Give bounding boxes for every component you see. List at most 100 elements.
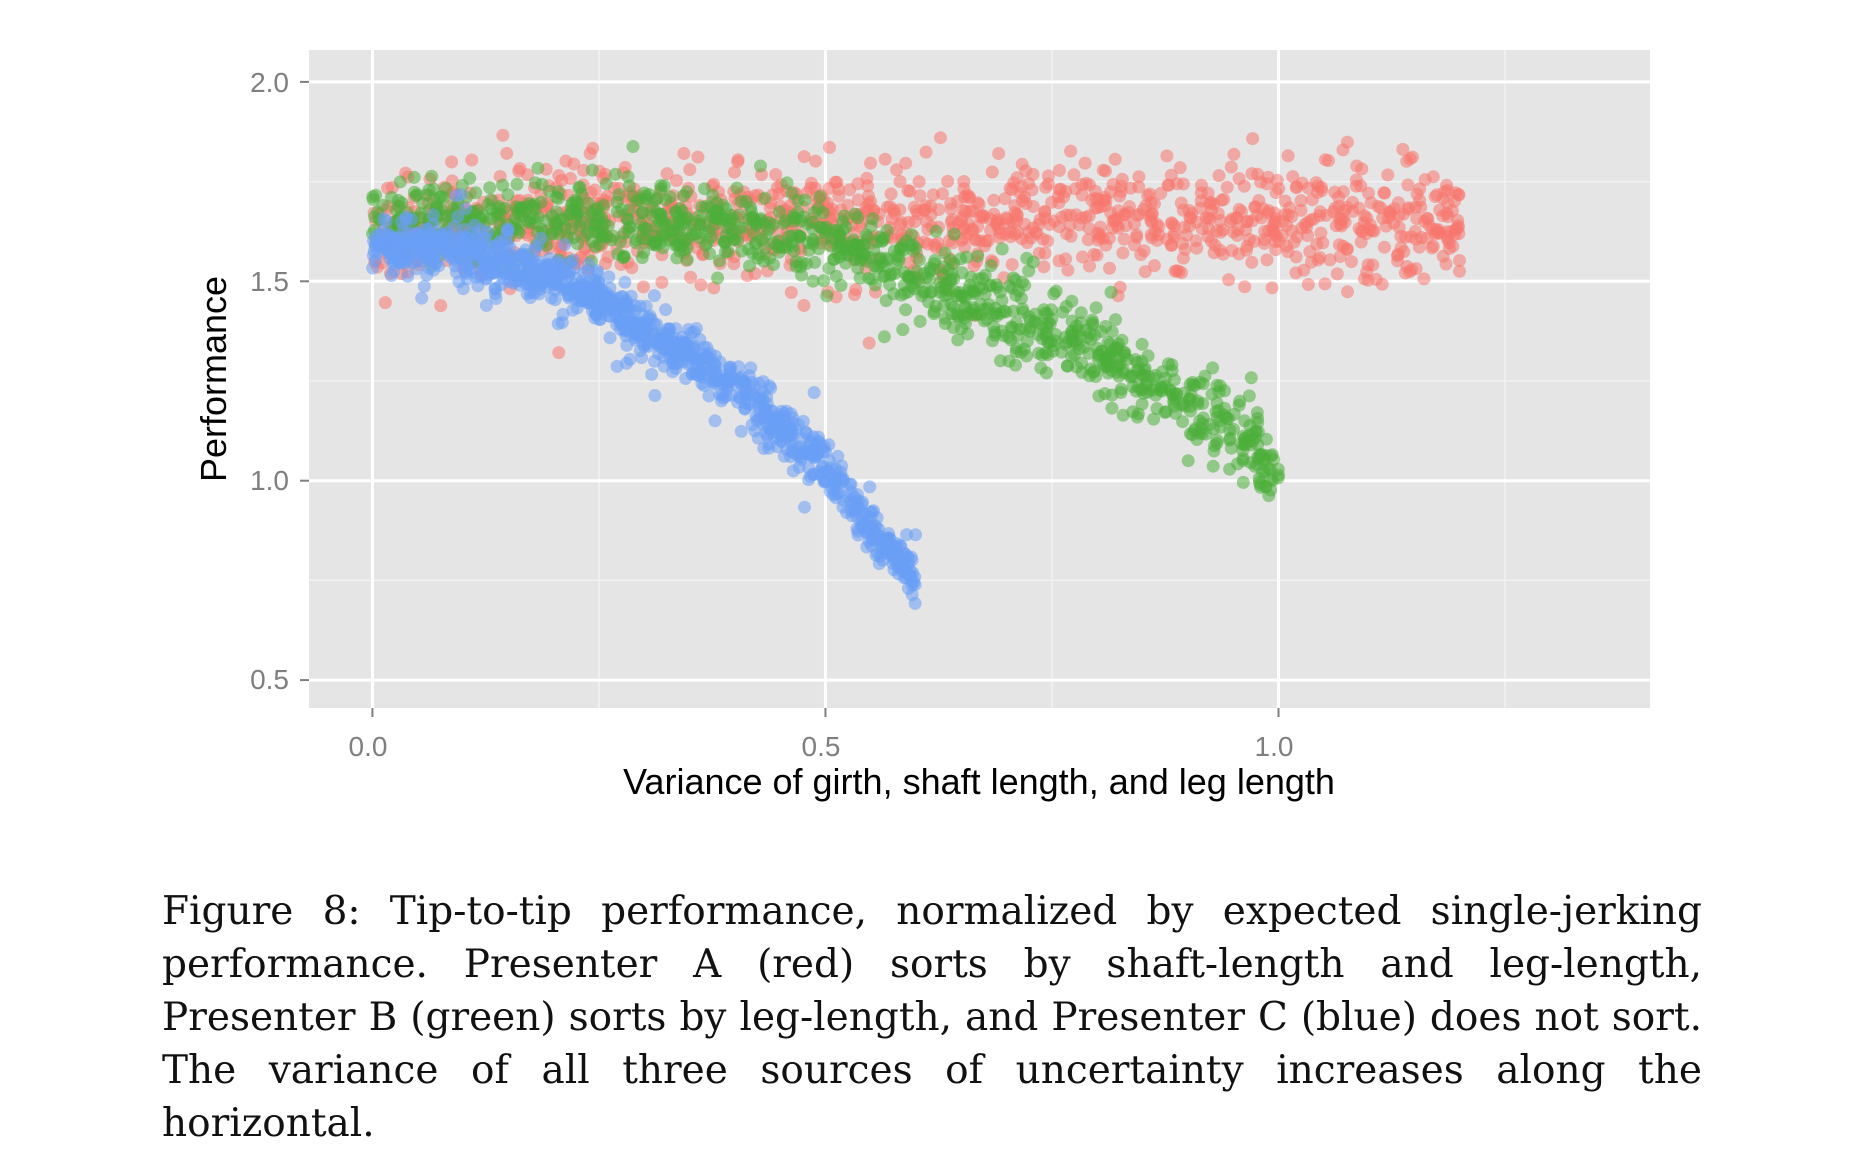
data-point: [501, 224, 515, 238]
data-point: [579, 228, 593, 242]
data-point: [552, 169, 566, 183]
data-point: [1044, 303, 1058, 317]
data-point: [938, 289, 952, 303]
data-point: [1201, 230, 1215, 244]
data-point: [1270, 230, 1284, 244]
data-point: [1314, 226, 1328, 240]
data-point: [397, 248, 411, 262]
data-point: [1269, 243, 1283, 257]
data-point: [1152, 228, 1166, 242]
data-point: [998, 192, 1012, 206]
data-point: [988, 325, 1002, 339]
data-point: [1081, 233, 1095, 247]
scatter-chart: 2.0 1.5 1.0 0.5 0.0 0.5 1.0 Variance of …: [193, 50, 1650, 802]
data-point: [1229, 211, 1243, 224]
data-point: [1269, 186, 1283, 199]
data-point: [734, 194, 748, 208]
data-point: [567, 231, 581, 245]
data-point: [404, 236, 417, 249]
data-point: [1266, 219, 1280, 233]
data-point: [1303, 245, 1317, 259]
data-point: [862, 336, 876, 350]
data-point: [405, 256, 419, 270]
data-point: [1114, 185, 1128, 198]
data-point: [426, 208, 440, 222]
data-point: [591, 201, 605, 215]
data-point: [1038, 205, 1052, 219]
data-point: [426, 217, 440, 231]
data-point: [976, 271, 989, 285]
data-point: [1091, 233, 1105, 247]
data-point: [971, 249, 985, 263]
data-point: [510, 177, 524, 191]
data-point: [540, 280, 554, 294]
data-point: [806, 274, 820, 288]
data-point: [1301, 181, 1315, 195]
data-point: [1333, 250, 1347, 263]
data-point: [1246, 132, 1260, 146]
data-point: [628, 304, 642, 318]
data-point: [378, 296, 392, 310]
data-point: [1173, 161, 1187, 175]
data-point: [1227, 147, 1241, 161]
data-point: [859, 228, 873, 242]
data-point: [1039, 180, 1053, 194]
data-point: [1289, 266, 1303, 280]
data-point: [863, 480, 877, 494]
data-point: [1096, 163, 1110, 177]
data-point: [789, 422, 803, 436]
data-point: [1270, 173, 1284, 187]
data-point: [647, 317, 661, 331]
data-point: [657, 179, 671, 193]
data-point: [626, 189, 640, 203]
data-point: [719, 202, 733, 216]
data-point: [1147, 412, 1161, 426]
data-point: [1245, 167, 1259, 181]
data-point: [1162, 357, 1175, 371]
data-point: [957, 221, 971, 235]
data-point: [1078, 156, 1092, 170]
data-point: [705, 230, 719, 243]
data-point: [848, 288, 861, 302]
data-point: [993, 285, 1007, 299]
data-point: [528, 176, 542, 190]
data-point: [706, 188, 720, 202]
data-point: [934, 131, 947, 145]
data-point: [1011, 226, 1025, 240]
data-point: [883, 278, 897, 292]
data-point: [1436, 249, 1450, 263]
data-point: [745, 375, 759, 389]
data-point: [707, 281, 721, 295]
data-point: [877, 330, 891, 344]
data-point: [1249, 425, 1263, 439]
data-point: [684, 326, 698, 340]
data-point: [1003, 279, 1016, 293]
data-point: [893, 217, 907, 231]
data-point: [1261, 206, 1275, 220]
data-point: [1041, 169, 1055, 183]
data-point: [602, 309, 616, 323]
data-point: [1139, 377, 1153, 391]
data-point: [415, 291, 429, 305]
data-point: [1223, 462, 1237, 476]
data-point: [1170, 177, 1184, 191]
data-point: [715, 394, 728, 408]
data-point: [1196, 411, 1210, 425]
data-point: [635, 205, 649, 219]
data-point: [995, 242, 1009, 256]
data-point: [479, 298, 493, 312]
data-point: [655, 275, 669, 289]
data-point: [1426, 170, 1440, 184]
data-point: [684, 270, 698, 284]
data-point: [901, 184, 915, 198]
data-point: [568, 204, 582, 218]
data-point: [1175, 398, 1189, 412]
data-point: [468, 226, 482, 240]
data-point: [913, 314, 927, 328]
data-point: [1031, 328, 1045, 342]
data-point: [758, 241, 772, 255]
data-point: [377, 242, 391, 256]
data-point: [1005, 258, 1019, 271]
data-point: [1196, 377, 1210, 391]
data-point: [1398, 230, 1412, 244]
